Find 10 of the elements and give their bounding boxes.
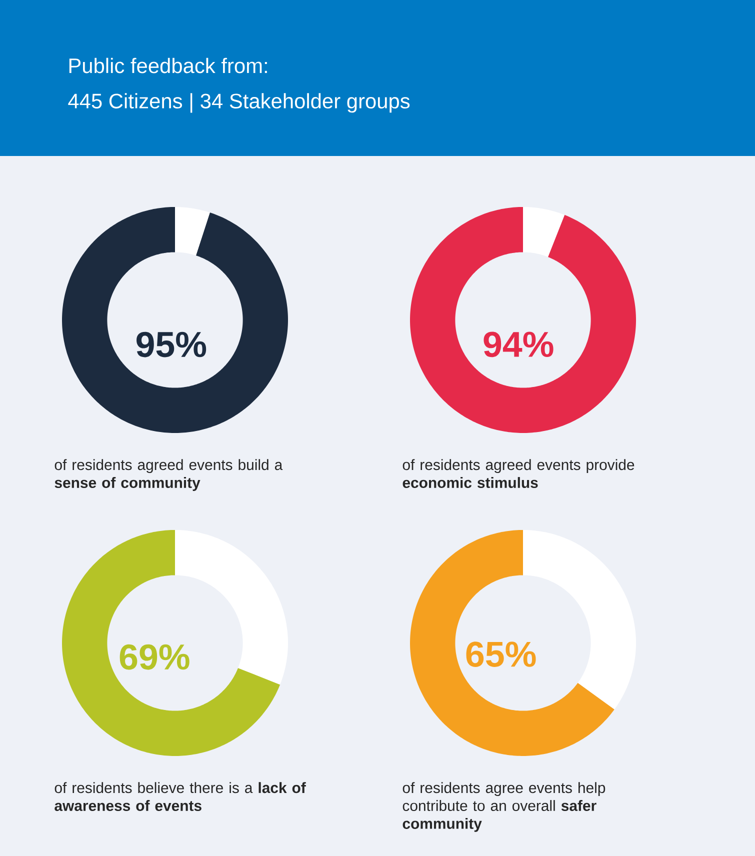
text: of residents agreed events build a sense of community [54,459,283,491]
text: of residents believe there is a lack of awareness of events [54,782,306,812]
data-label: 95% [136,332,206,358]
data-label: 69% [120,644,190,670]
text: 445 Citizens | 34 Stakeholder groups [68,93,410,113]
text: of residents agreed events provide economic stimulus [402,459,634,488]
data-label: 94% [484,332,554,358]
data-label: 65% [466,642,536,667]
text: of residents agree events help contribute to an overall safer community [402,782,606,832]
text: Public feedback from: [69,58,267,74]
